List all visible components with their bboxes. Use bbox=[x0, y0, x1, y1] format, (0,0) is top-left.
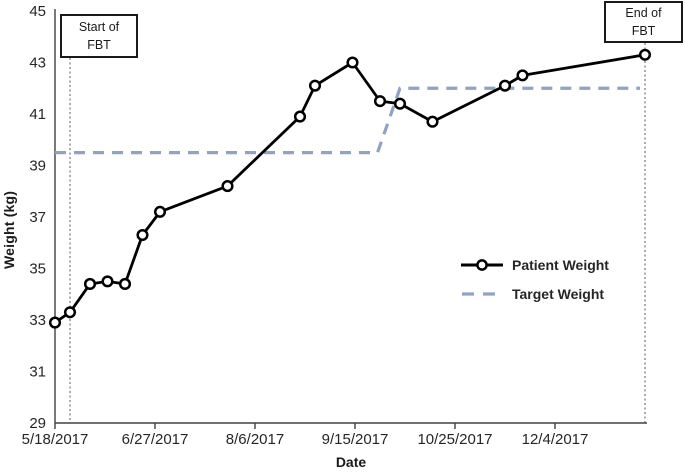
data-point-marker bbox=[101, 275, 114, 288]
y-tick-label: 29 bbox=[29, 415, 46, 432]
data-point-marker bbox=[346, 56, 359, 69]
end-of-fbt-annotation: End of FBT bbox=[604, 1, 683, 43]
y-tick-label: 33 bbox=[29, 312, 46, 329]
legend-label-target-weight: Target Weight bbox=[512, 286, 605, 302]
data-point-marker bbox=[516, 69, 529, 82]
data-point-marker bbox=[426, 115, 439, 128]
x-tick-label: 10/25/2017 bbox=[417, 431, 492, 448]
data-point-marker bbox=[293, 110, 307, 123]
data-point-marker bbox=[638, 48, 652, 61]
data-point-marker bbox=[118, 277, 132, 291]
legend-item-target-weight: Target Weight bbox=[461, 286, 609, 302]
y-tick-label: 39 bbox=[29, 158, 46, 175]
data-point-marker bbox=[393, 97, 407, 110]
legend: Patient Weight Target Weight bbox=[461, 257, 609, 302]
data-point-marker bbox=[48, 316, 62, 329]
end-of-fbt-label: End of FBT bbox=[625, 5, 662, 38]
y-tick-label: 35 bbox=[29, 261, 46, 278]
y-tick-label: 43 bbox=[29, 55, 46, 72]
x-axis-title: Date bbox=[335, 454, 367, 470]
patient-weight-legend-sample-icon bbox=[461, 259, 503, 271]
data-point-marker bbox=[221, 180, 234, 193]
data-point-marker bbox=[63, 306, 77, 319]
legend-item-patient-weight: Patient Weight bbox=[461, 257, 609, 273]
x-tick-label: 9/15/2017 bbox=[322, 431, 389, 448]
data-point-marker bbox=[373, 95, 387, 108]
start-of-fbt-annotation: Start of FBT bbox=[60, 14, 138, 58]
x-tick-label: 8/6/2017 bbox=[226, 431, 284, 448]
legend-label-patient-weight: Patient Weight bbox=[512, 257, 609, 273]
data-point-marker bbox=[498, 79, 512, 92]
x-tick-label: 6/27/2017 bbox=[122, 431, 189, 448]
x-tick-label: 12/4/2017 bbox=[522, 431, 589, 448]
data-point-marker bbox=[136, 228, 149, 242]
y-tick-label: 41 bbox=[29, 106, 46, 123]
data-point-marker bbox=[83, 277, 97, 291]
y-tick-label: 31 bbox=[29, 364, 46, 381]
y-tick-label: 45 bbox=[29, 3, 46, 20]
y-axis-title: Weight (kg) bbox=[1, 190, 17, 270]
x-tick-label: 5/18/2017 bbox=[22, 431, 89, 448]
target-weight-legend-sample-icon bbox=[462, 292, 502, 296]
start-of-fbt-label: Start of FBT bbox=[78, 19, 120, 52]
target-weight-line bbox=[55, 86, 640, 155]
data-point-marker bbox=[308, 79, 322, 92]
data-point-marker bbox=[153, 205, 167, 218]
y-tick-label: 37 bbox=[29, 209, 46, 226]
